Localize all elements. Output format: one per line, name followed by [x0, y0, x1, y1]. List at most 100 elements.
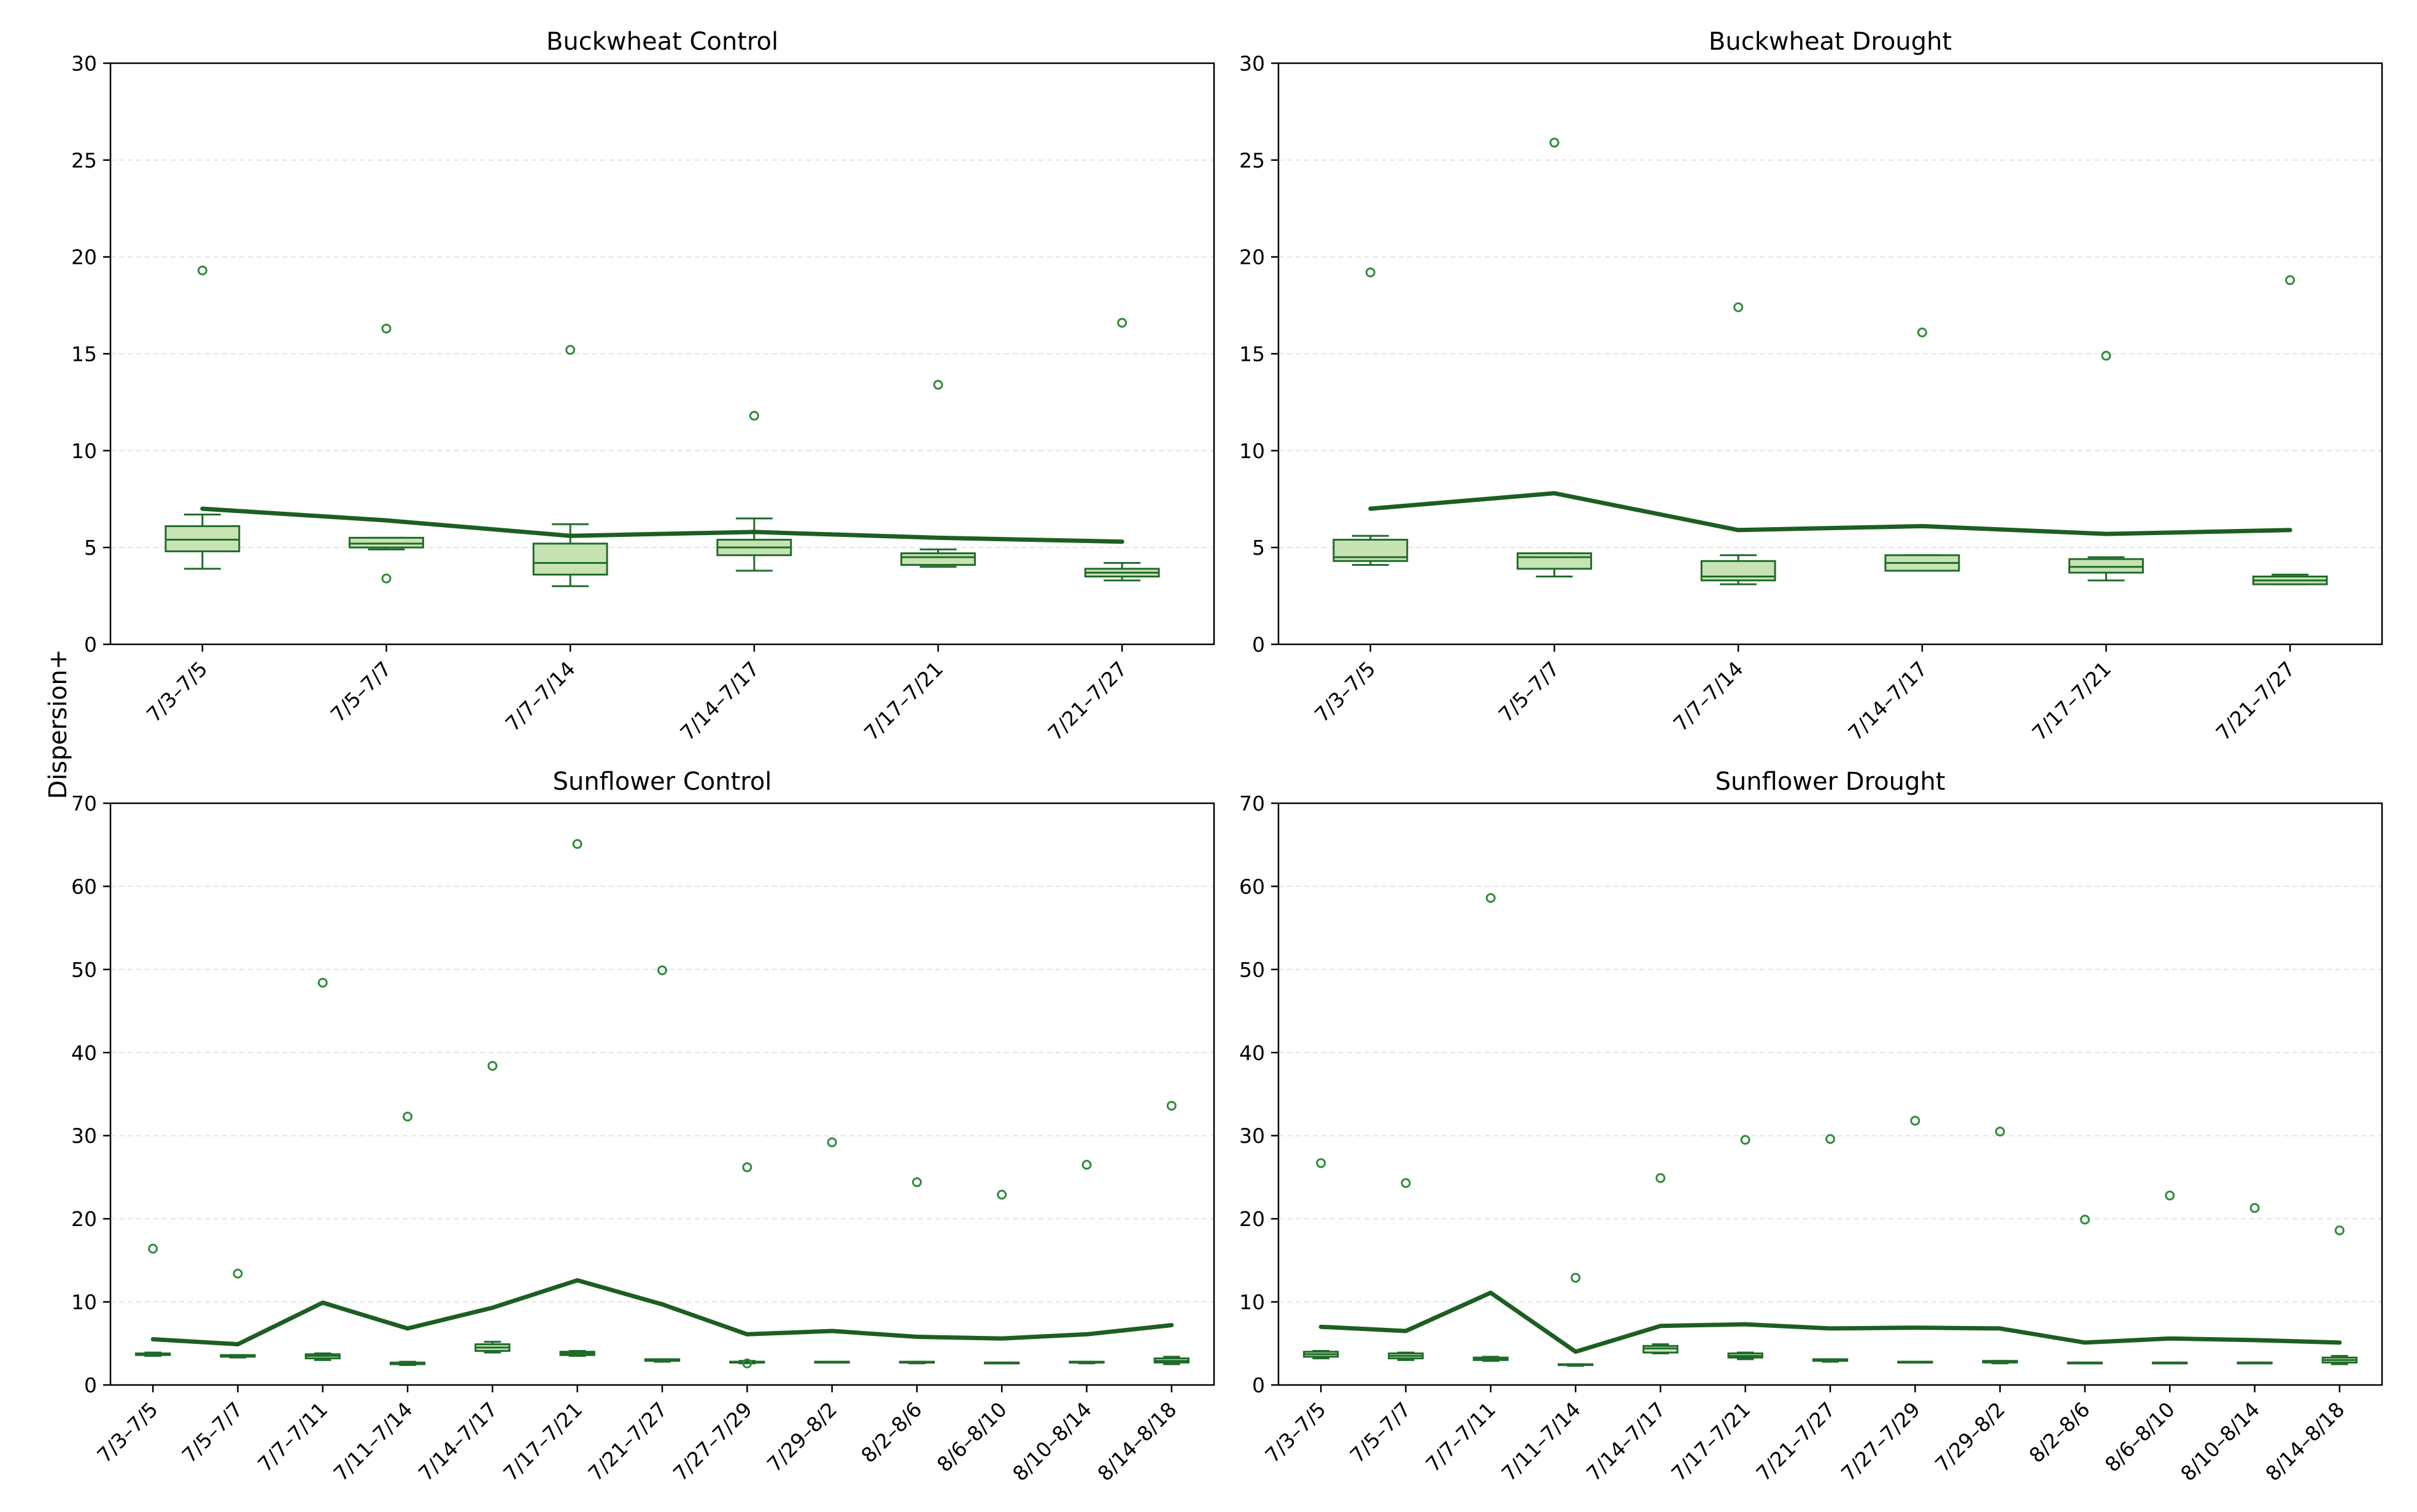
box-12: [1069, 1160, 1105, 1365]
outlier-point: [2165, 1190, 2175, 1201]
outlier-point: [197, 265, 207, 276]
outlier-point: [565, 345, 576, 355]
y-tick-label: 5: [84, 536, 97, 560]
y-tick-label: 20: [71, 1207, 97, 1231]
outlier-point: [1365, 267, 1375, 277]
box-2: [1517, 137, 1592, 578]
y-tick-label: 30: [1239, 52, 1265, 75]
y-tick-label: 40: [71, 1041, 97, 1065]
box-13: [2321, 1225, 2358, 1365]
panel-title: Buckwheat Drought: [1709, 28, 1952, 56]
outlier-point: [317, 978, 328, 988]
box-6: [1727, 1135, 1763, 1360]
panel-title: Buckwheat Control: [546, 28, 778, 56]
outlier-point: [1571, 1273, 1581, 1283]
plot-frame: [1277, 62, 2383, 646]
y-tick-label: 60: [71, 874, 97, 898]
box-1: [164, 265, 241, 570]
y-tick-label: 0: [1252, 633, 1265, 657]
mean-line: [150, 1278, 1174, 1347]
y-tick-label: 10: [1239, 1290, 1265, 1314]
box-11: [2152, 1190, 2188, 1365]
outlier-point: [742, 1162, 752, 1173]
outlier-point: [1549, 137, 1560, 148]
outlier-point: [2079, 1214, 2090, 1225]
outlier-point: [1166, 1100, 1177, 1111]
box-4: [389, 1111, 426, 1366]
box-5: [474, 1060, 511, 1354]
box-1: [1332, 267, 1409, 566]
outlier-point: [749, 411, 759, 421]
outlier-point: [1401, 1178, 1411, 1188]
outlier-point: [233, 1268, 243, 1279]
box-6: [559, 839, 595, 1357]
box-13: [1153, 1100, 1190, 1365]
box-3: [1472, 893, 1509, 1362]
y-tick-label: 70: [1239, 792, 1265, 816]
box-1: [134, 1243, 171, 1357]
y-tick-label: 10: [71, 1290, 97, 1314]
box-8: [729, 1162, 765, 1368]
y-tick-label: 20: [71, 245, 97, 269]
outlier-point: [148, 1243, 158, 1254]
box-iqr: [900, 552, 976, 566]
outlier-point: [403, 1111, 413, 1122]
outlier-point: [1655, 1173, 1666, 1183]
outlier-point: [2101, 350, 2111, 361]
y-tick-label: 40: [1239, 1041, 1265, 1065]
box-6: [1084, 317, 1160, 582]
y-tick-label: 0: [84, 633, 97, 657]
box-iqr: [532, 542, 608, 576]
outlier-point: [572, 839, 582, 849]
box-3: [304, 978, 341, 1361]
box-9: [1982, 1126, 2018, 1365]
plot-frame: [109, 802, 1215, 1386]
y-tick-label: 60: [1239, 874, 1265, 898]
box-iqr: [2068, 558, 2144, 574]
box-7: [644, 965, 681, 1363]
y-tick-label: 20: [1239, 1207, 1265, 1231]
outlier-point: [381, 573, 392, 584]
y-tick-label: 10: [1239, 439, 1265, 463]
box-2: [1388, 1178, 1424, 1361]
box-3: [532, 345, 608, 587]
outlier-point: [1825, 1134, 1835, 1144]
y-tick-label: 25: [71, 148, 97, 172]
y-tick-label: 15: [1239, 342, 1265, 366]
outlier-point: [742, 1358, 752, 1368]
y-tick-label: 20: [1239, 245, 1265, 269]
outlier-point: [1316, 1158, 1326, 1168]
box-1: [1302, 1158, 1339, 1360]
outlier-point: [911, 1177, 922, 1187]
box-4: [716, 411, 792, 572]
y-tick-label: 5: [1252, 536, 1265, 560]
box-5: [2068, 350, 2144, 582]
box-7: [1812, 1134, 1849, 1363]
outlier-point: [1081, 1160, 1092, 1170]
box-9: [814, 1137, 850, 1364]
outlier-point: [2285, 275, 2295, 285]
box-6: [2252, 275, 2328, 585]
y-tick-label: 30: [71, 1124, 97, 1148]
panel-title: Sunflower Drought: [1715, 768, 1946, 796]
box-3: [1700, 302, 1776, 585]
y-tick-label: 50: [71, 958, 97, 982]
outlier-point: [1740, 1135, 1750, 1145]
box-10: [2067, 1214, 2103, 1365]
outlier-point: [2249, 1203, 2260, 1213]
outlier-point: [2334, 1225, 2345, 1236]
box-2: [349, 323, 424, 584]
outlier-point: [997, 1189, 1007, 1200]
y-tick-label: 70: [71, 792, 97, 816]
y-tick-label: 30: [71, 52, 97, 75]
box-iqr: [164, 525, 241, 552]
outlier-point: [1910, 1116, 1920, 1126]
plot-frame: [109, 62, 1215, 646]
y-tick-label: 0: [1252, 1373, 1265, 1397]
outlier-point: [487, 1060, 498, 1071]
box-iqr: [1700, 560, 1776, 582]
y-tick-label: 0: [84, 1373, 97, 1397]
outlier-point: [827, 1137, 837, 1148]
